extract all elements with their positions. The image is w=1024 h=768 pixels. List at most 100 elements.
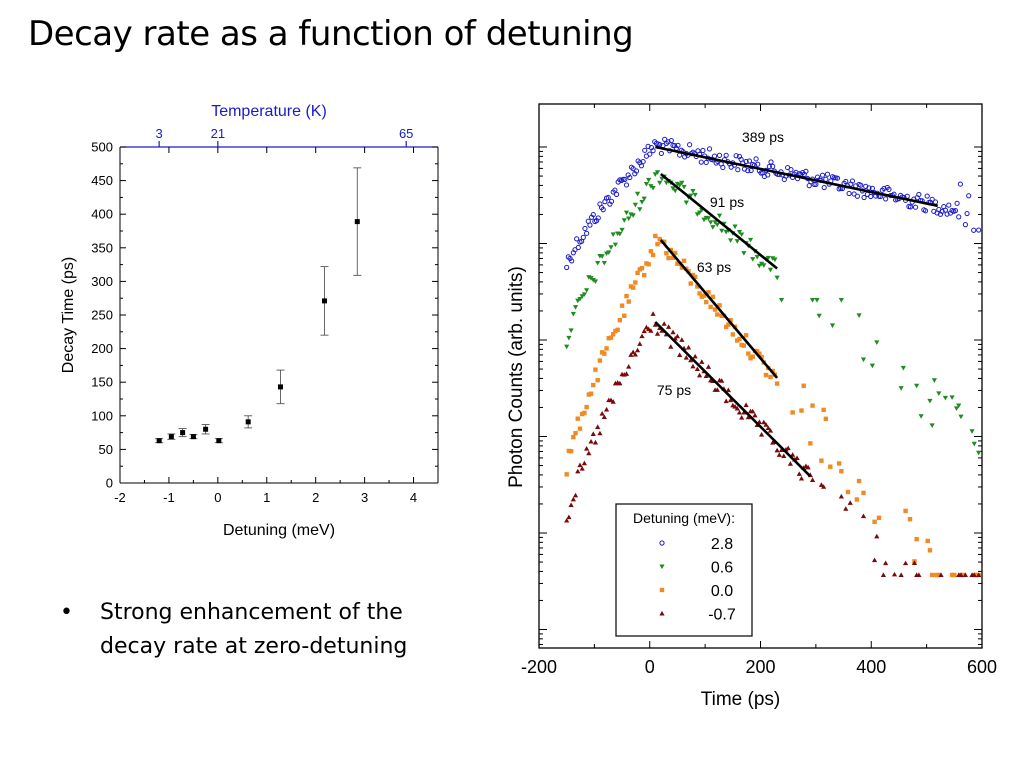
point-marker — [606, 250, 612, 255]
point-marker — [845, 489, 851, 495]
point-marker — [866, 185, 872, 191]
point-marker — [727, 238, 734, 243]
point-marker — [976, 450, 982, 456]
point-marker — [635, 270, 640, 276]
point-marker — [927, 398, 933, 404]
point-marker — [711, 153, 718, 159]
point-marker — [810, 403, 815, 408]
point-marker — [634, 347, 641, 353]
point-marker — [871, 557, 878, 563]
point-marker — [597, 358, 603, 363]
point-marker — [591, 382, 596, 388]
point-marker — [716, 213, 723, 219]
point-marker — [829, 323, 836, 328]
point-marker — [748, 167, 754, 174]
point-marker — [931, 378, 937, 383]
point-marker — [958, 572, 964, 577]
x-tick-label: 200 — [745, 657, 775, 677]
point-marker — [659, 587, 665, 593]
point-marker — [924, 193, 930, 199]
point-marker — [767, 428, 774, 433]
point-marker — [650, 252, 656, 258]
point-marker — [860, 513, 867, 519]
point-marker — [696, 210, 703, 216]
point-marker — [788, 167, 794, 173]
point-marker — [902, 560, 909, 566]
point-marker — [708, 220, 714, 225]
point-marker — [615, 327, 620, 333]
point-marker — [619, 227, 625, 233]
point-marker — [717, 303, 722, 308]
point-marker — [703, 373, 709, 378]
point-marker — [856, 313, 862, 318]
point-marker — [774, 275, 780, 281]
point-marker — [587, 222, 593, 228]
point-marker — [626, 216, 632, 222]
point-marker — [595, 260, 601, 266]
point-marker — [869, 363, 875, 369]
point-marker — [574, 236, 580, 242]
point-marker — [765, 425, 771, 430]
point-marker — [821, 484, 827, 489]
point-marker — [755, 161, 761, 167]
point-marker — [767, 267, 774, 273]
y-tick-label: 500 — [91, 140, 113, 155]
point-marker — [858, 182, 864, 188]
point-marker — [650, 148, 656, 154]
point-marker — [670, 255, 676, 261]
point-marker — [748, 356, 753, 361]
point-marker — [630, 285, 636, 290]
data-point — [353, 167, 362, 276]
point-marker — [801, 383, 806, 388]
point-marker — [595, 424, 601, 429]
point-marker — [582, 410, 587, 416]
point-marker — [934, 572, 939, 578]
point-marker — [571, 434, 576, 440]
point-marker — [679, 337, 685, 342]
point-marker — [617, 231, 623, 237]
point-marker — [630, 213, 636, 218]
point-marker — [811, 181, 817, 188]
point-marker — [692, 192, 698, 198]
point-marker — [652, 322, 658, 327]
point-marker — [584, 288, 590, 293]
point-marker — [957, 181, 964, 187]
point-marker — [603, 406, 610, 412]
point-marker — [834, 175, 841, 181]
point-marker — [936, 572, 942, 578]
point-marker — [886, 186, 892, 192]
y-tick-label: 100 — [91, 408, 113, 423]
point-marker — [750, 354, 755, 359]
x-tick-label: 0 — [214, 490, 221, 505]
point-marker — [759, 432, 765, 437]
point-marker — [710, 225, 716, 230]
point-marker — [608, 335, 614, 340]
point-marker — [763, 422, 769, 427]
point-marker — [630, 349, 636, 355]
x-tick-label: -1 — [163, 490, 175, 505]
point-marker — [772, 257, 778, 263]
point-marker — [962, 222, 968, 228]
point-marker — [597, 430, 603, 436]
point-marker — [675, 261, 680, 266]
point-marker — [824, 171, 831, 177]
point-marker — [590, 431, 596, 436]
point-marker — [761, 419, 767, 425]
point-marker — [765, 172, 771, 178]
point-marker — [796, 471, 802, 476]
point-marker — [584, 404, 589, 410]
point-marker — [566, 448, 572, 454]
point-marker — [668, 137, 674, 144]
point-marker — [785, 445, 791, 451]
point-marker — [808, 441, 813, 446]
point-marker — [687, 142, 693, 148]
point-marker — [956, 214, 962, 220]
point-marker — [653, 233, 658, 239]
point-marker — [974, 572, 979, 578]
point-marker — [891, 571, 898, 577]
fit-label: 63 ps — [697, 259, 731, 275]
point-marker — [621, 218, 627, 223]
point-marker — [577, 296, 583, 302]
point-marker — [633, 280, 638, 285]
point-marker — [572, 492, 579, 498]
